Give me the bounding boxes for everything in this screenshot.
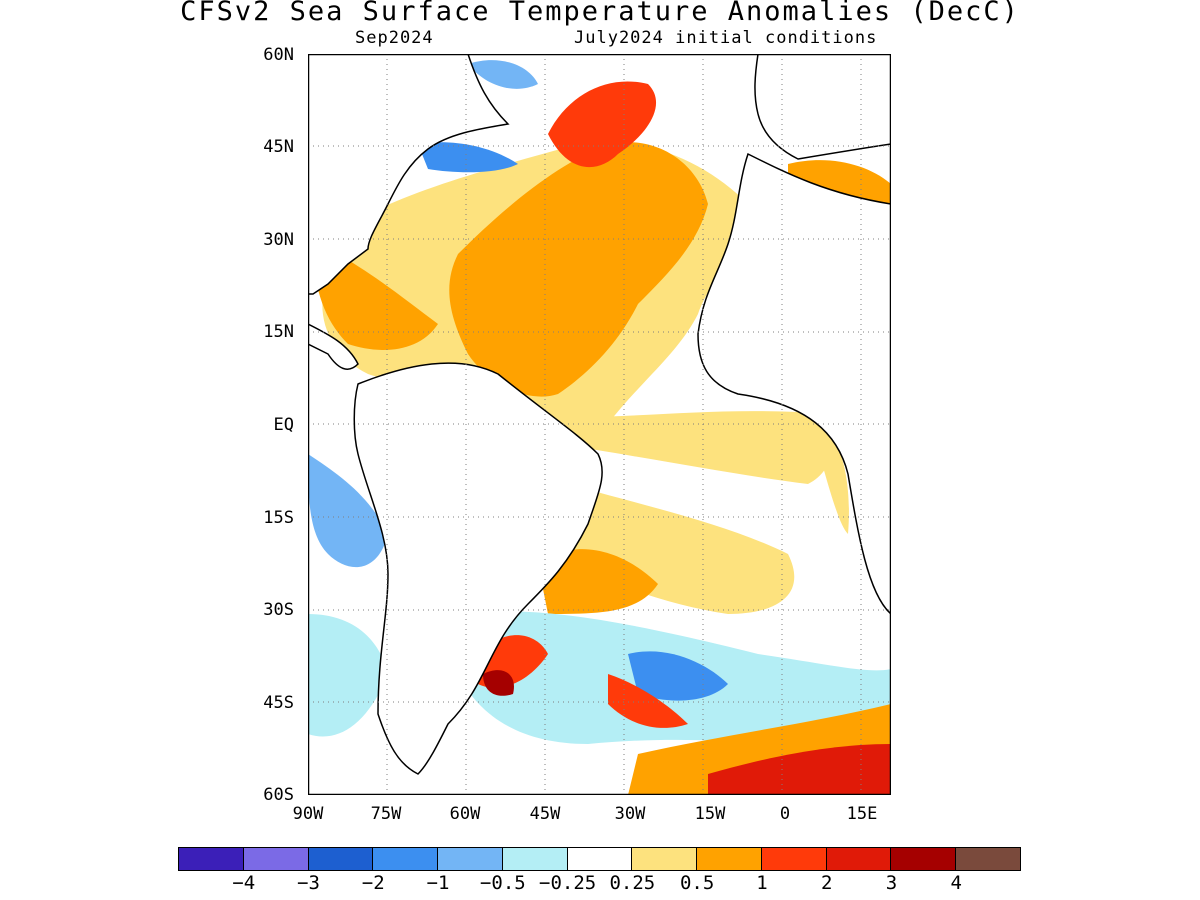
- sa-cool-blob: [628, 651, 728, 701]
- lon-label-0: 0: [779, 804, 791, 824]
- colorbar-swatch: [760, 847, 827, 871]
- chart-title: CFSv2 Sea Surface Temperature Anomalies …: [180, 0, 1020, 27]
- lat-label-45n: 45N: [263, 137, 294, 157]
- lon-label-75w: 75W: [370, 804, 402, 824]
- lat-label-60n: 60N: [263, 45, 294, 65]
- colorbar-label: 0.5: [679, 872, 715, 894]
- colorbar-label: −4: [232, 872, 256, 894]
- na-high-warm-region: [548, 81, 657, 168]
- graticule: [308, 54, 891, 795]
- init-conditions-label: July2024 initial conditions: [574, 28, 878, 48]
- colorbar-label: 4: [950, 872, 962, 894]
- lat-label-30n: 30N: [263, 230, 294, 250]
- colorbar-swatch: [696, 847, 762, 871]
- colorbar: [178, 847, 1021, 871]
- na-gulf-cool: [418, 142, 518, 173]
- central-america-land: [308, 323, 359, 370]
- colorbar-swatch: [437, 847, 503, 871]
- argentina-hot: [483, 670, 514, 696]
- lon-label-15w: 15W: [694, 804, 726, 824]
- colorbar-swatch: [178, 847, 244, 871]
- lon-label-45w: 45W: [529, 804, 561, 824]
- colorbar-label: 3: [885, 872, 898, 894]
- africa-land: [697, 152, 891, 615]
- colorbar-label: −1: [426, 872, 450, 894]
- lat-label-60s: 60S: [263, 785, 294, 805]
- lat-label-30s: 30S: [263, 600, 294, 620]
- colorbar-swatch: [955, 847, 1021, 871]
- pacific-cool: [308, 454, 388, 568]
- sst-anomaly-map: [308, 54, 891, 795]
- lon-label-30w: 30W: [614, 804, 646, 824]
- sa-weak-warm: [544, 484, 795, 614]
- lon-label-15e: 15E: [846, 804, 878, 824]
- colorbar-swatch: [501, 847, 568, 871]
- lat-label-eq: EQ: [273, 415, 294, 435]
- colorbar-label: −2: [361, 872, 385, 894]
- colorbar-swatch: [307, 847, 374, 871]
- valid-month-label: Sep2024: [355, 28, 434, 48]
- colorbar-label: −0.5: [479, 872, 526, 894]
- north-america-land: [308, 54, 510, 295]
- angola-warm: [808, 414, 849, 534]
- colorbar-label: 1: [756, 872, 768, 894]
- colorbar-swatch: [372, 847, 439, 871]
- labrador-cool: [468, 60, 538, 89]
- guinea-warm: [528, 411, 832, 484]
- colorbar-swatch: [566, 847, 633, 871]
- southern-ocean-hot: [708, 744, 891, 795]
- sa-warm-blob: [608, 674, 688, 728]
- lon-label-60w: 60W: [449, 804, 481, 824]
- colorbar-swatch: [631, 847, 698, 871]
- lat-label-45s: 45S: [263, 693, 294, 713]
- colorbar-label: −3: [297, 872, 320, 894]
- land-masses: [308, 54, 891, 775]
- lat-label-15n: 15N: [263, 322, 294, 342]
- colorbar-label: 2: [820, 872, 833, 894]
- sa-warm: [538, 549, 658, 614]
- pacific-cool-2: [308, 614, 388, 737]
- colorbar-label: −0.25: [539, 872, 597, 894]
- na-warm-region: [449, 142, 708, 397]
- europe-land: [754, 54, 891, 160]
- colorbar-label: 0.25: [609, 872, 656, 894]
- lon-label-90w: 90W: [292, 804, 324, 824]
- anomaly-fields: [308, 54, 891, 795]
- caribbean-warm: [313, 244, 438, 350]
- colorbar-swatch: [825, 847, 892, 871]
- colorbar-swatch: [242, 847, 309, 871]
- lat-label-15s: 15S: [263, 508, 294, 528]
- colorbar-swatch: [890, 847, 957, 871]
